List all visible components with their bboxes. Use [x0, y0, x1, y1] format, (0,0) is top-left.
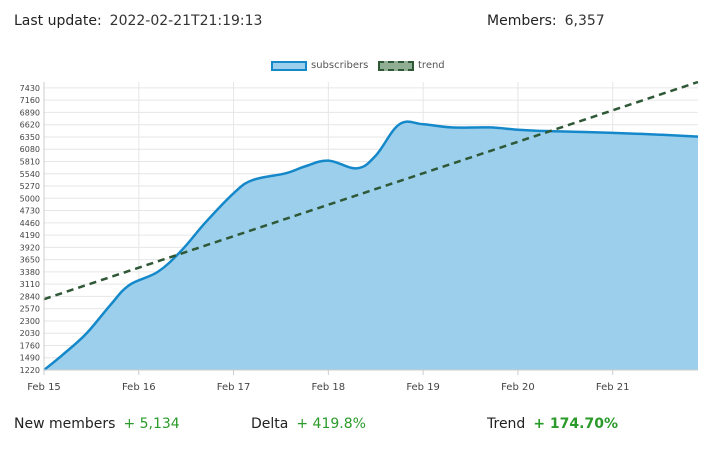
- y-tick-label: 4460: [20, 219, 40, 228]
- y-tick-label: 6350: [20, 133, 40, 142]
- y-tick-label: 2570: [20, 305, 40, 314]
- trend-line: [43, 80, 699, 301]
- y-tick-label: 6890: [20, 108, 40, 117]
- subscribers-swatch: [271, 60, 307, 71]
- legend-label-subscribers: subscribers: [311, 60, 369, 71]
- x-tick-label: Feb 21: [596, 382, 630, 393]
- y-tick-label: 2300: [20, 317, 40, 326]
- last-update: Last update: 2022-02-21T21:19:13: [14, 13, 262, 29]
- y-tick-label: 3110: [20, 280, 40, 289]
- trend-stat-label: Trend: [487, 416, 526, 432]
- trend-line-layer: [43, 80, 699, 301]
- new-members-value: + 5,134: [123, 416, 180, 432]
- new-members-label: New members: [14, 416, 116, 432]
- y-tick-label: 1760: [20, 341, 40, 350]
- legend-item-subscribers[interactable]: subscribers: [271, 60, 368, 71]
- subscribers-chart: 1220 1490 1760 2030 2300 2570 2840 3110 3380 3650…: [20, 80, 699, 393]
- delta-stat: Delta + 419.8%: [251, 416, 366, 432]
- y-tick-label: 5270: [20, 182, 40, 191]
- y-tick-label: 4190: [20, 231, 40, 240]
- y-tick-label: 5000: [20, 194, 40, 203]
- y-tick-label: 7430: [20, 84, 40, 93]
- y-tick-label: 3380: [20, 268, 40, 277]
- subscribers-area: [44, 121, 698, 370]
- members-count: Members: 6,357: [487, 13, 605, 29]
- delta-label: Delta: [251, 416, 289, 432]
- x-tick-label: Feb 20: [501, 382, 535, 393]
- trend-stat: Trend + 174.70%: [487, 416, 618, 432]
- y-tick-label: 4730: [20, 207, 40, 216]
- delta-value: + 419.8%: [296, 416, 366, 432]
- x-tick-label: Feb 15: [27, 382, 61, 393]
- y-tick-label: 7160: [20, 96, 40, 105]
- new-members-stat: New members + 5,134: [14, 416, 180, 432]
- subscribers-area-layer: [43, 120, 699, 371]
- trend-swatch: [378, 60, 414, 71]
- header: Last update: 2022-02-21T21:19:13 Members:…: [0, 10, 707, 34]
- legend-label-trend: trend: [418, 60, 445, 71]
- x-tick-label: Feb 16: [122, 382, 156, 393]
- trend-stat-value: + 174.70%: [533, 416, 618, 432]
- y-tick-label: 2030: [20, 329, 40, 338]
- x-tick-label: Feb 19: [406, 382, 440, 393]
- y-tick-label: 3920: [20, 243, 40, 252]
- x-tick-label: Feb 17: [217, 382, 251, 393]
- last-update-value: 2022-02-21T21:19:13: [109, 13, 263, 29]
- members-value: 6,357: [564, 13, 605, 29]
- y-tick-label: 1490: [20, 354, 40, 363]
- y-tick-label: 6080: [20, 145, 40, 154]
- y-tick-label: 3650: [20, 256, 40, 265]
- members-label: Members:: [487, 13, 557, 29]
- stats-footer: New members + 5,134 Delta + 419.8% Trend + …: [0, 414, 707, 436]
- legend-item-trend[interactable]: trend: [378, 60, 445, 71]
- axes: 1220 1490 1760 2030 2300 2570 2840 3110 3380 3650…: [20, 82, 698, 393]
- last-update-label: Last update:: [14, 13, 102, 29]
- y-tick-label: 2840: [20, 292, 40, 301]
- y-tick-label: 1220: [20, 366, 40, 375]
- chart-legend: subscribers trend: [0, 58, 707, 76]
- y-tick-label: 5810: [20, 157, 40, 166]
- x-tick-label: Feb 18: [312, 382, 346, 393]
- y-tick-label: 6620: [20, 121, 40, 130]
- y-tick-label: 5540: [20, 170, 40, 179]
